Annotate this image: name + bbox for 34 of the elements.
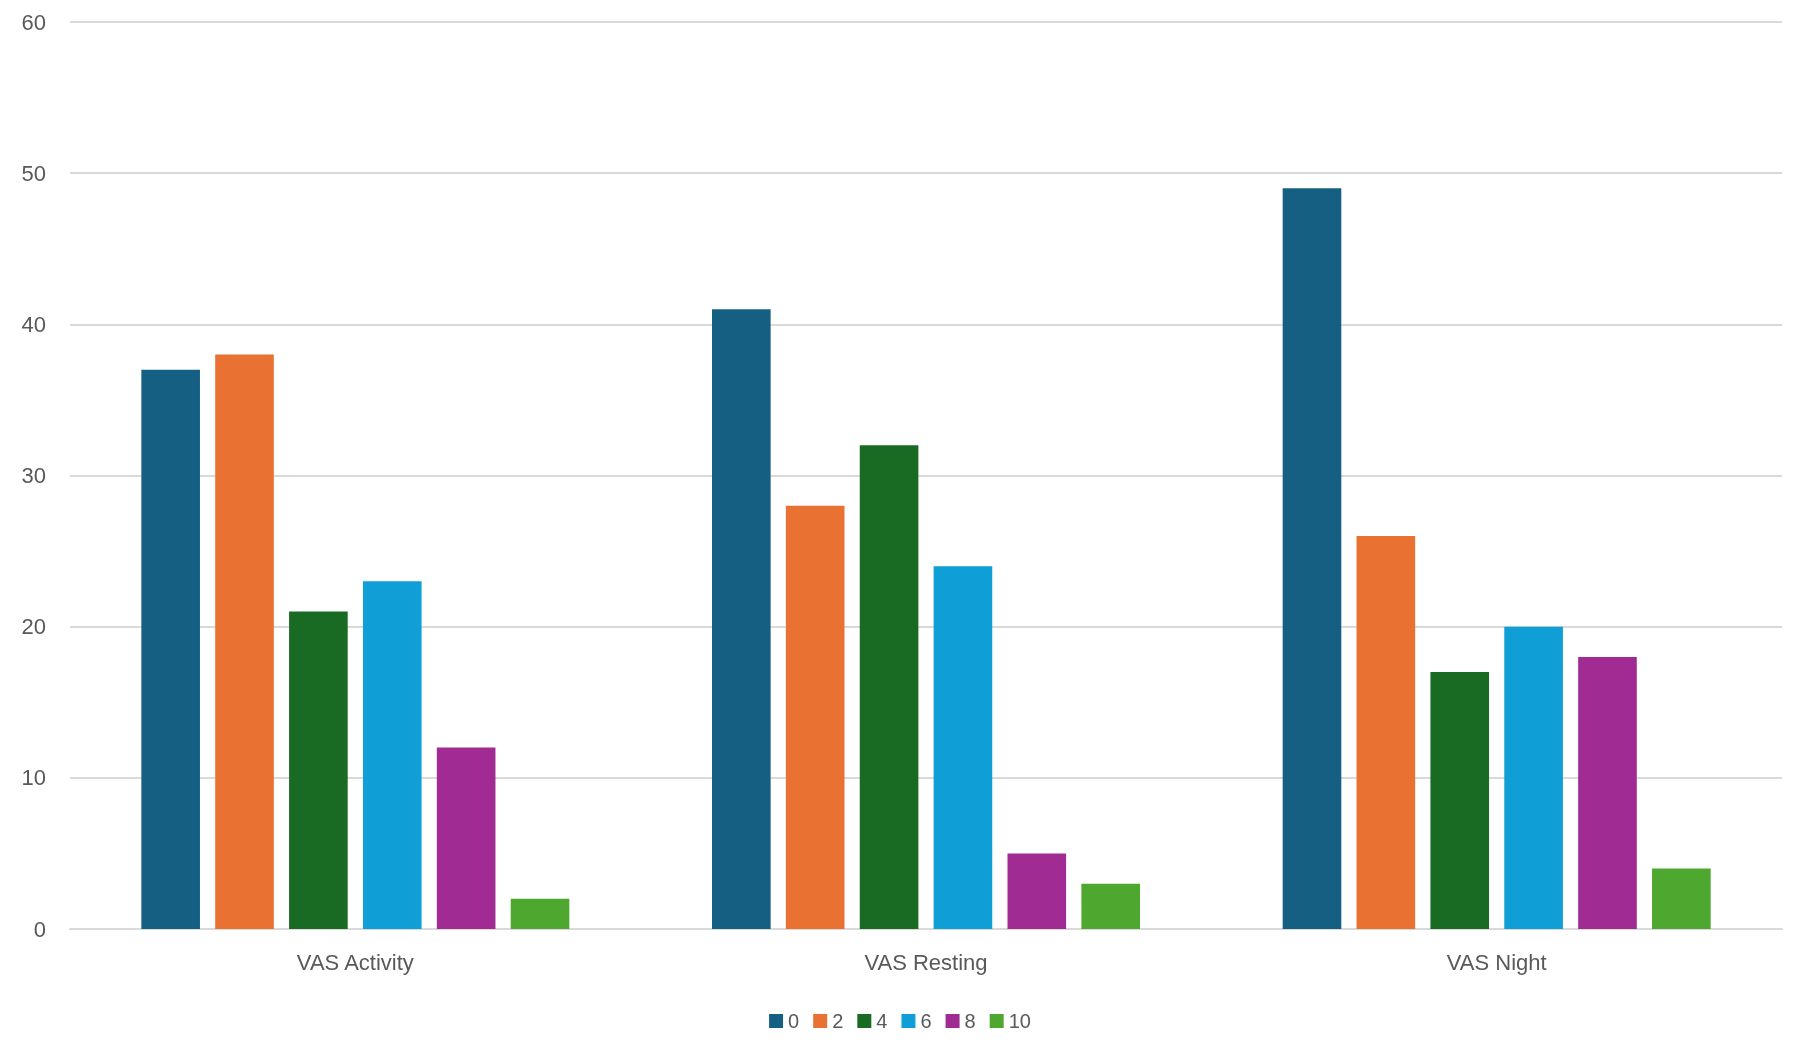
legend-label: 4 <box>876 1010 888 1032</box>
y-tick-label: 10 <box>21 765 46 791</box>
bar <box>1504 626 1563 929</box>
bar <box>1652 868 1711 929</box>
legend-label: 8 <box>964 1010 976 1032</box>
legend-label: 6 <box>920 1010 932 1032</box>
bar <box>933 566 993 929</box>
bar <box>215 354 274 929</box>
bar <box>1578 656 1637 929</box>
y-tick-label: 20 <box>21 614 46 640</box>
bar <box>436 747 496 929</box>
y-tick-label: 30 <box>21 463 46 488</box>
legend-label: 2 <box>832 1010 844 1032</box>
y-tick-label: 60 <box>21 9 46 35</box>
legend-label: 0 <box>788 1010 800 1032</box>
y-tick-label: 40 <box>21 311 46 337</box>
bar <box>362 581 422 929</box>
x-tick-label: VAS Resting <box>864 949 988 975</box>
bar <box>510 898 570 929</box>
bar <box>1356 535 1416 929</box>
x-tick-label: VAS Night <box>1446 949 1547 975</box>
bar <box>1081 883 1140 929</box>
bar <box>859 445 919 929</box>
y-tick-label: 50 <box>21 160 46 186</box>
y-tick-label: 0 <box>33 916 46 942</box>
x-tick-label: VAS Activity <box>296 949 414 975</box>
legend-label: 10 <box>1008 1010 1031 1032</box>
bar <box>141 369 200 929</box>
bar <box>1007 853 1067 929</box>
bar <box>289 611 348 929</box>
bar <box>1282 188 1342 929</box>
bar <box>785 505 845 929</box>
bar <box>712 309 771 929</box>
bar <box>1430 672 1490 929</box>
